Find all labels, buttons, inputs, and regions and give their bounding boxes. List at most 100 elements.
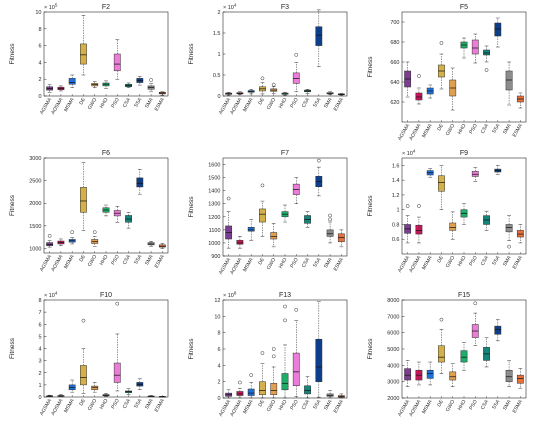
outlier-point [316, 158, 321, 163]
box-iqr [326, 229, 334, 237]
x-tick-label: GWO [87, 254, 99, 268]
outlier-point [47, 233, 52, 238]
x-tick-label: ESMA [333, 256, 346, 272]
box-aosma [57, 238, 65, 247]
outlier-point [271, 347, 276, 351]
box-hho [460, 342, 468, 371]
panel-title: F2 [102, 4, 110, 11]
x-tick-label: AOSMA [408, 122, 423, 141]
outlier-point [405, 204, 410, 208]
outlier-point [226, 196, 231, 201]
outlier-point [271, 354, 276, 359]
box-pso [292, 177, 300, 204]
y-axis-label: Fitness [367, 195, 374, 217]
panel-title: F10 [100, 292, 112, 299]
y-tick-label: 3000 [29, 156, 41, 162]
x-tick-label: MSMA [63, 253, 76, 270]
box-iqr [113, 362, 121, 383]
box-esma [337, 229, 345, 248]
x-tick-label: ESMA [333, 398, 346, 414]
box-ssa [136, 169, 144, 195]
x-tick-label: GWO [87, 398, 99, 412]
y-tick-label: 1 [217, 52, 220, 58]
x-tick-label: ESMA [512, 122, 525, 138]
x-tick-label: GWO [445, 399, 457, 413]
box-agsma [46, 83, 54, 93]
box-aosma [415, 204, 423, 244]
box-agsma [46, 233, 54, 248]
box-gwo [270, 223, 278, 248]
x-tick-label: DE [436, 254, 445, 264]
outlier-point [92, 230, 97, 235]
box-iqr [315, 338, 323, 382]
plot-area [401, 299, 527, 399]
box-de [80, 318, 87, 394]
y-tick-label: 0 [217, 396, 220, 402]
box-csa [304, 89, 311, 94]
y-tick-label: 2 [217, 380, 220, 386]
outlier-point [271, 82, 276, 87]
y-tick-label: 2000 [29, 201, 41, 207]
y-axis-label: Fitness [188, 196, 195, 218]
y-tick-label: 1 [396, 208, 399, 214]
x-tick-label: DE [78, 397, 87, 407]
box-iqr [80, 365, 87, 386]
box-aosma [415, 361, 423, 386]
box-gwo [270, 347, 278, 399]
y-tick-label: 1.6 [392, 163, 400, 169]
x-tick-label: PSO [289, 257, 300, 269]
outlier-point [439, 317, 444, 322]
x-tick-label: CSA [122, 96, 133, 108]
box-iqr [259, 208, 266, 223]
outlier-point [283, 304, 287, 309]
plot-area [222, 157, 348, 257]
box-iqr [304, 385, 311, 395]
outlier-point [283, 318, 287, 323]
box-ssa [494, 165, 502, 175]
y-tick-label: 660 [390, 60, 399, 66]
y-tick-label: 0 [38, 395, 41, 401]
box-esma [158, 243, 166, 249]
y-tick-label: 8000 [387, 298, 399, 304]
outlier-point [294, 52, 299, 57]
x-tick-label: SSA [312, 398, 323, 410]
box-agsma [225, 196, 233, 249]
box-iqr [415, 92, 423, 101]
box-iqr [494, 22, 502, 37]
x-tick-label: AOSMA [229, 96, 244, 115]
x-tick-label: SMA [323, 398, 334, 411]
x-tick-label: DE [78, 96, 87, 106]
box-gwo [449, 67, 457, 111]
box-iqr [516, 374, 524, 384]
x-tick-label: AOSMA [50, 96, 65, 115]
y-tick-label: 10 [214, 314, 220, 320]
box-sma [326, 213, 334, 244]
box-de [259, 76, 266, 95]
box-iqr [516, 230, 524, 238]
box-sma [147, 78, 155, 93]
x-tick-label: MSMA [242, 256, 255, 273]
axis-multiplier: × 104 [223, 3, 237, 12]
outlier-point [294, 307, 299, 312]
y-tick-label: 1.5 [213, 31, 221, 37]
box-csa [125, 212, 132, 229]
box-de [80, 15, 87, 76]
x-tick-label: DE [436, 398, 445, 408]
x-tick-label: PSO [468, 255, 479, 267]
x-tick-label: AOSMA [50, 397, 65, 416]
y-tick-label: 1500 [29, 224, 41, 230]
x-tick-label: DE [78, 253, 87, 263]
x-tick-label: ESMA [154, 397, 167, 413]
x-tick-label: SSA [133, 96, 144, 108]
y-tick-label: 1000 [208, 241, 220, 247]
outlier-point [484, 68, 489, 72]
box-ssa [315, 301, 323, 398]
box-pso [113, 39, 121, 80]
y-tick-label: 8 [38, 27, 41, 33]
x-tick-label: SSA [491, 398, 502, 410]
outlier-point [149, 78, 153, 82]
x-tick-label: DE [436, 122, 445, 132]
box-iqr [505, 224, 513, 233]
